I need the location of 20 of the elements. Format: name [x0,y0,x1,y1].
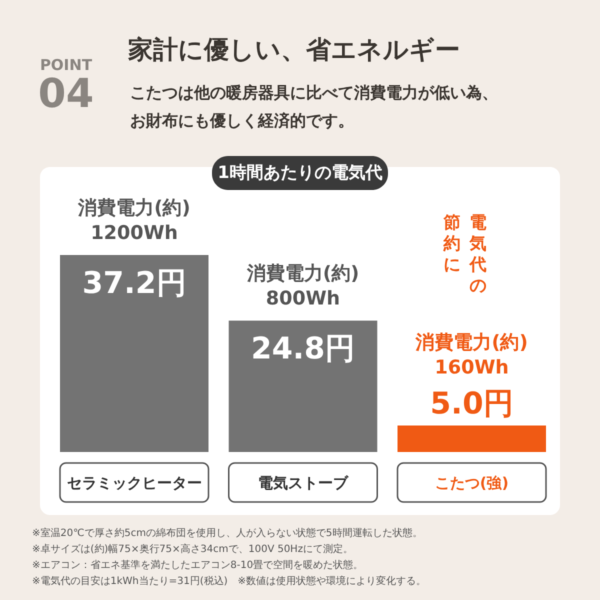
text: 1時間あたりの電気代 [218,163,382,183]
text: ※エアコン：省エネ基準を満たしたエアコン8-10畳で空間を暖めた状態。 [32,559,364,571]
data-label: 37.2円 [82,266,186,301]
data-label: 24.8円 [250,332,356,367]
text: 04 [38,71,94,117]
text: ※電気代の目安は1kWh当たり=31円(税込) ※数値は使用状態や環境により変化する。 [32,575,426,587]
annotation: 節約に [442,213,460,275]
text: ※卓サイズは(約)幅75×奥行75×高さ34cmで、100V 50Hzにて測定。 [32,543,353,555]
chart-subtitle: こたつは他の暖房器具に比べて消費電力が低い為、お財布にも優しく経済的です。 [130,83,498,130]
text: ※室温20℃で厚さ約5cmの綿布団を使用し、人が入らない状態で5時間運転した状態。 [32,527,422,539]
x-tick-label: セラミックヒーター [66,474,202,492]
text: POINT [40,56,93,74]
x-tick-label: こたつ(強) [434,474,509,492]
x-tick-label: 電気ストーブ [258,474,349,492]
annotation: 消費電力(約) 160Wh [414,332,528,379]
annotation: 電気代の [468,213,486,296]
annotation: 消費電力(約) 800Wh [246,262,360,310]
annotation: 消費電力(約) 1200Wh [77,197,190,244]
chart-title: 家計に優しい、省エネルギー [127,35,460,64]
data-label: 5.0円 [430,386,514,422]
